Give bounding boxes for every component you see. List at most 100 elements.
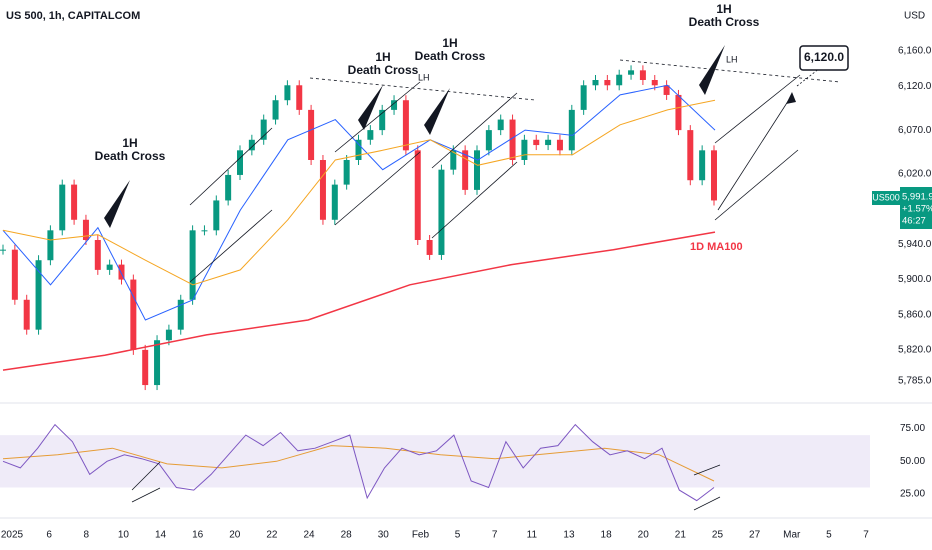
x-tick-label: 27 — [749, 530, 761, 541]
rsi-tick-label: 75.00 — [900, 423, 925, 434]
candle — [462, 150, 469, 190]
y-tick-label: 5,860.0 — [898, 309, 932, 320]
x-tick-label: 7 — [863, 530, 869, 541]
candle — [556, 139, 563, 151]
x-tick-label: 20 — [229, 530, 241, 541]
trend-line — [714, 74, 801, 144]
rsi-tick-label: 25.00 — [900, 489, 925, 500]
candle — [23, 299, 30, 330]
candle — [47, 230, 54, 261]
annotation: 1H Death Cross — [415, 36, 486, 63]
candle — [509, 119, 516, 160]
candle — [545, 139, 552, 146]
candle — [118, 264, 125, 280]
candle — [154, 340, 161, 386]
y-tick-label: 5,900.0 — [898, 274, 932, 285]
candle — [0, 249, 6, 251]
x-tick-label: 5 — [826, 530, 832, 541]
rsi-line — [2, 423, 715, 502]
candle — [580, 85, 587, 110]
candle — [142, 349, 149, 386]
x-tick-label: Feb — [412, 530, 430, 541]
arrow-head — [786, 92, 796, 104]
trend-line — [189, 209, 273, 283]
candle — [426, 240, 433, 255]
arrow — [358, 85, 383, 130]
x-tick-label: 14 — [155, 530, 167, 541]
candle — [71, 184, 78, 220]
countdown: 46:27 — [902, 216, 926, 227]
y-tick-label: 5,940.0 — [898, 239, 932, 250]
candle — [568, 109, 575, 151]
x-tick-label: 21 — [675, 530, 687, 541]
x-tick-label: 6 — [46, 530, 52, 541]
candle — [177, 299, 184, 330]
ma-label: 1D MA100 — [690, 241, 743, 253]
lh-label: LH — [418, 72, 430, 82]
candle — [237, 150, 243, 175]
y-tick-label: 6,160.0 — [898, 46, 932, 57]
candle — [379, 109, 386, 131]
candle — [639, 70, 646, 80]
candle — [130, 279, 137, 350]
trend-line — [334, 81, 421, 153]
dotted-line — [796, 67, 821, 87]
candle — [367, 130, 374, 140]
candle — [296, 85, 303, 110]
candle — [11, 249, 18, 300]
symbol-box — [872, 191, 900, 205]
candle — [94, 240, 101, 270]
candle — [497, 119, 504, 131]
candle — [319, 160, 326, 220]
candle — [402, 100, 409, 151]
x-tick-label: 5 — [455, 530, 461, 541]
trend-line — [334, 151, 421, 226]
annotation: 1H Death Cross — [348, 50, 419, 77]
candle — [213, 200, 220, 231]
candle — [284, 85, 291, 101]
candle — [711, 150, 717, 201]
candle — [355, 139, 362, 160]
x-tick-label: 11 — [527, 530, 538, 541]
candle — [533, 139, 540, 146]
change: +1.57% — [902, 204, 932, 215]
candle — [189, 230, 196, 300]
rsi-tick-label: 50.00 — [900, 456, 925, 467]
x-tick-label: 28 — [341, 530, 353, 541]
currency: USD — [904, 11, 925, 22]
candle — [260, 119, 267, 140]
trend-line — [431, 92, 518, 169]
candle — [474, 150, 480, 190]
trend-line — [431, 161, 518, 239]
rsi-trend-line — [131, 487, 161, 503]
candle — [82, 219, 89, 240]
annotation: 1H Death Cross — [689, 2, 760, 29]
candle — [521, 139, 528, 160]
y-tick-label: 5,785.0 — [898, 375, 932, 386]
candle — [308, 109, 315, 160]
last-price: 5,991.9 — [902, 192, 932, 203]
lh-label: LH — [726, 54, 738, 64]
arrow — [104, 180, 130, 228]
candle — [663, 85, 670, 95]
candle — [485, 130, 492, 151]
x-tick-label: 18 — [601, 530, 613, 541]
ma-line — [2, 99, 716, 286]
y-tick-label: 6,120.0 — [898, 81, 932, 92]
candle — [628, 70, 635, 75]
trend-line — [714, 149, 799, 221]
target-arrow — [717, 94, 793, 211]
ma-line — [2, 84, 716, 321]
x-tick-label: 24 — [303, 530, 315, 541]
candle — [35, 260, 42, 330]
candle — [331, 184, 338, 220]
candle — [604, 80, 611, 86]
rsi-band — [0, 435, 870, 488]
candle — [391, 100, 398, 110]
rsi-trend-line — [693, 496, 721, 511]
candle — [414, 150, 421, 240]
x-tick-label: 10 — [118, 530, 130, 541]
candle — [165, 329, 172, 341]
ma-line — [2, 231, 716, 371]
